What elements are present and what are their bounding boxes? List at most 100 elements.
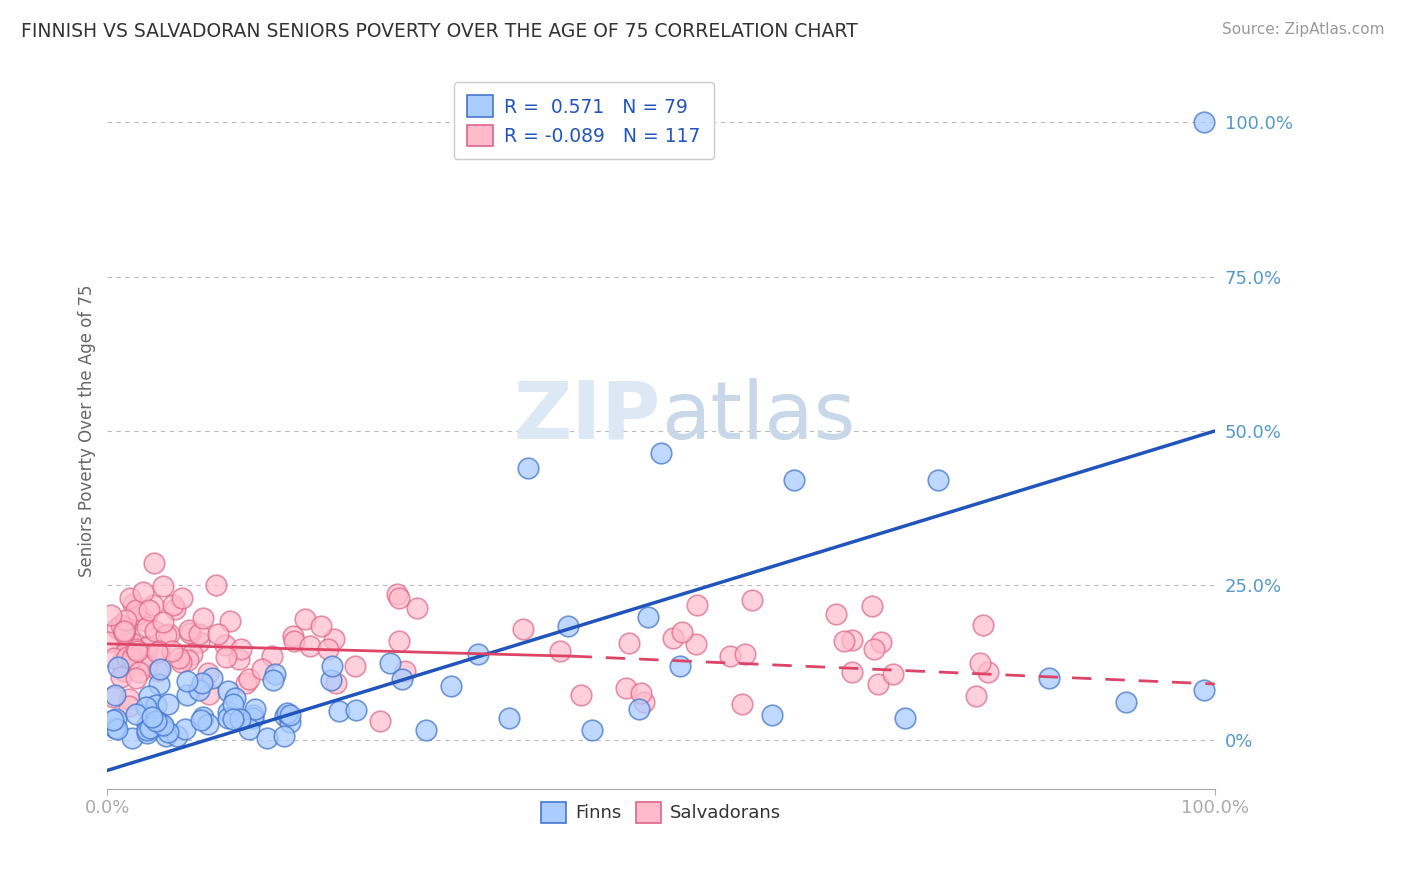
Point — [222, 697, 245, 711]
Point — [145, 714, 167, 728]
Point — [512, 622, 534, 636]
Point — [167, 651, 190, 665]
Point — [198, 687, 221, 701]
Point — [761, 707, 783, 722]
Point — [824, 607, 846, 621]
Point — [323, 632, 346, 647]
Point — [142, 557, 165, 571]
Point — [157, 698, 180, 712]
Point — [741, 592, 763, 607]
Point — [972, 617, 994, 632]
Point — [148, 677, 170, 691]
Point — [218, 614, 240, 628]
Point — [415, 723, 437, 738]
Point — [197, 665, 219, 680]
Point — [190, 713, 212, 727]
Point — [105, 723, 128, 737]
Point — [927, 473, 949, 487]
Point — [176, 688, 198, 702]
Point — [229, 712, 252, 726]
Point — [149, 717, 172, 731]
Point — [149, 662, 172, 676]
Point — [104, 688, 127, 702]
Point — [440, 680, 463, 694]
Point — [176, 653, 198, 667]
Point — [207, 627, 229, 641]
Point — [550, 644, 572, 658]
Point — [882, 666, 904, 681]
Point — [136, 657, 159, 672]
Point — [368, 714, 391, 728]
Point — [112, 624, 135, 639]
Legend: Finns, Salvadorans: Finns, Salvadorans — [534, 795, 789, 830]
Text: Source: ZipAtlas.com: Source: ZipAtlas.com — [1222, 22, 1385, 37]
Point — [637, 610, 659, 624]
Point — [162, 598, 184, 612]
Point — [166, 729, 188, 743]
Point — [217, 684, 239, 698]
Point — [242, 707, 264, 722]
Point — [135, 723, 157, 737]
Point — [841, 665, 863, 680]
Point — [152, 579, 174, 593]
Point — [179, 626, 201, 640]
Point — [283, 634, 305, 648]
Point — [132, 584, 155, 599]
Point — [581, 723, 603, 738]
Point — [498, 711, 520, 725]
Point — [214, 639, 236, 653]
Point — [229, 642, 252, 657]
Point — [107, 660, 129, 674]
Point — [405, 600, 427, 615]
Point — [191, 675, 214, 690]
Point — [110, 670, 132, 684]
Point — [685, 598, 707, 612]
Point — [866, 677, 889, 691]
Point — [176, 673, 198, 688]
Point — [173, 722, 195, 736]
Point — [569, 688, 592, 702]
Point — [671, 624, 693, 639]
Point — [669, 658, 692, 673]
Point — [152, 718, 174, 732]
Point — [467, 647, 489, 661]
Point — [188, 682, 211, 697]
Point — [181, 647, 204, 661]
Point — [321, 658, 343, 673]
Point — [105, 711, 128, 725]
Point — [870, 635, 893, 649]
Point — [388, 634, 411, 648]
Point — [172, 591, 194, 605]
Point — [860, 599, 883, 614]
Point — [114, 613, 136, 627]
Point — [385, 587, 408, 601]
Point — [134, 651, 156, 665]
Point — [138, 603, 160, 617]
Point — [112, 626, 135, 640]
Point — [1115, 696, 1137, 710]
Point — [101, 690, 124, 704]
Point — [841, 632, 863, 647]
Point — [238, 673, 260, 687]
Point — [734, 647, 756, 661]
Point — [316, 641, 339, 656]
Point — [260, 649, 283, 664]
Point — [311, 619, 333, 633]
Point — [394, 664, 416, 678]
Point — [1038, 671, 1060, 685]
Point — [863, 642, 886, 657]
Point — [128, 665, 150, 679]
Point — [157, 627, 180, 641]
Point — [114, 621, 136, 635]
Point — [114, 646, 136, 660]
Point — [619, 636, 641, 650]
Point — [120, 635, 142, 649]
Point — [633, 695, 655, 709]
Point — [179, 624, 201, 638]
Point — [125, 641, 148, 656]
Point — [627, 701, 650, 715]
Point — [228, 651, 250, 665]
Point — [834, 634, 856, 648]
Point — [142, 598, 165, 612]
Point — [145, 698, 167, 712]
